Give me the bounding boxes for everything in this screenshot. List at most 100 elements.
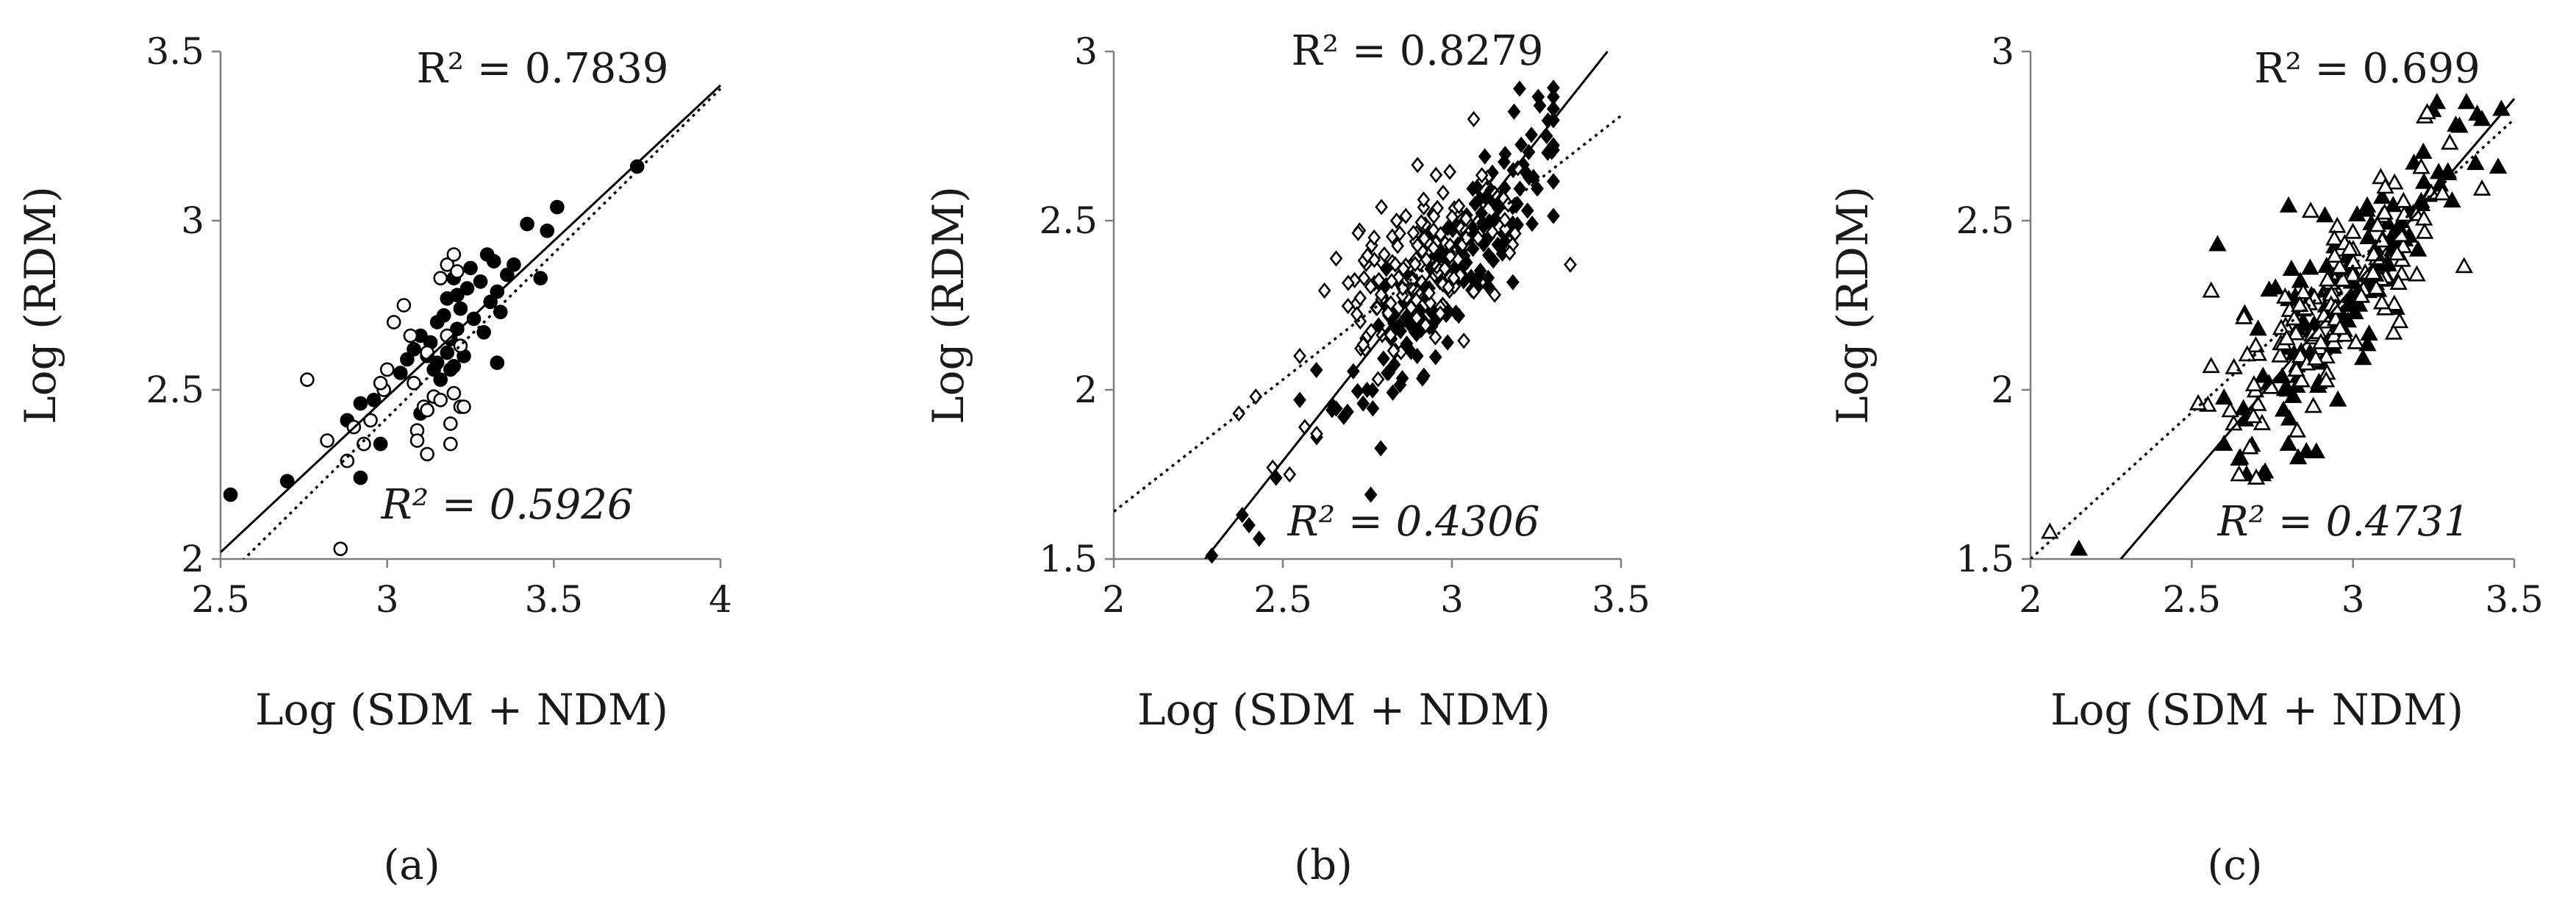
open-diamond-point [1351,224,1365,241]
open-diamond-point [1367,229,1381,246]
filled-diamond-point [1466,180,1480,197]
x-tick-label: 3.5 [1592,578,1650,621]
panel-label: (a) [383,841,440,889]
open-triangle-point [2328,216,2347,233]
open-diamond-point [1417,191,1431,208]
open-diamond-point [1457,332,1471,349]
open-triangle-point [2364,263,2383,280]
filled-circle-point [353,396,368,411]
filled-circle-point [353,470,368,485]
filled-triangle-point [2069,539,2089,556]
open-circle-point [420,446,434,462]
open-triangle-point [2202,281,2220,298]
open-triangle-point [2230,465,2248,482]
filled-diamond-point [1520,202,1534,219]
filled-diamond-point [1356,395,1370,412]
filled-diamond-point [1547,207,1560,224]
open-circle-point [320,433,334,448]
open-triangle-point [2386,173,2404,190]
open-diamond-point [1498,221,1512,238]
filled-triangle-point [2359,228,2378,245]
filled-circle-point [366,392,382,407]
open-triangle-point [2316,371,2336,388]
open-diamond-point [1438,260,1452,277]
filled-circle-point [279,474,295,489]
open-diamond-point [1410,310,1423,327]
open-diamond-point [1427,240,1440,257]
open-diamond-point [1317,282,1331,299]
filled-triangle-point [2230,448,2250,465]
filled-diamond-point [1525,216,1539,232]
open-triangle-point [2415,222,2434,239]
open-triangle-point [2301,202,2320,218]
filled-circle-point [400,352,415,367]
open-triangle-point [2304,396,2322,413]
filled-circle-point [426,362,441,377]
open-circle-point [386,315,401,330]
filled-circle-point [223,487,238,502]
filled-triangle-point [2408,240,2427,257]
x-axis-title: Log (SDM + NDM) [255,685,668,735]
filled-circle-point [500,267,515,282]
filled-circle-point [483,294,498,310]
open-triangle-point [2385,294,2404,311]
open-diamond-point [1467,283,1481,300]
filled-triangle-point [2450,116,2469,133]
open-circle-point [396,298,412,313]
open-diamond-point [1370,299,1384,316]
filled-triangle-point [2280,409,2299,426]
open-diamond-point [1409,255,1422,273]
x-tick-label: 4 [709,578,732,621]
open-diamond-point [1385,273,1398,290]
x-tick-label: 2 [1102,578,1126,621]
filled-circle-point [473,274,488,289]
filled-triangle-point [2457,93,2476,110]
filled-diamond-point [1327,398,1340,416]
filled-circle-point [629,159,645,174]
open-triangle-point [2241,438,2259,455]
filled-triangle-point [2360,324,2378,341]
open-circle-point [357,436,371,452]
filled-circle-point [393,366,408,380]
open-triangle-point [2290,296,2309,313]
open-triangle-point [2344,266,2362,282]
open-triangle-point [2418,103,2436,120]
filled-circle-point [493,305,508,320]
x-tick-label: 3.5 [2485,578,2544,621]
x-axis-title: Log (SDM + NDM) [2050,685,2464,735]
filled-triangle-point [2489,157,2508,174]
open-triangle-point [2041,522,2059,539]
filled-diamond-point [1545,143,1559,160]
open-triangle-point [2340,239,2359,256]
open-diamond-point [1437,185,1450,202]
open-diamond-point [1434,226,1448,243]
open-triangle-point [2247,336,2265,353]
x-tick-label: 2 [2019,578,2042,621]
open-triangle-point [2330,318,2349,335]
filled-diamond-point [1382,364,1396,381]
open-circle-point [453,338,468,354]
open-circle-point [446,247,462,262]
open-triangle-point [2292,371,2311,388]
open-triangle-point [2373,231,2391,248]
open-diamond-point [1423,294,1437,312]
y-tick-label: 3 [1074,30,1098,73]
filled-triangle-point [2234,399,2253,416]
open-triangle-point [2367,278,2386,295]
open-diamond-point [1511,160,1525,177]
open-triangle-point [2189,394,2208,410]
open-circle-point [379,362,395,377]
fit-line-dotted [2031,118,2516,559]
filled-diamond-point [1428,349,1442,366]
filled-triangle-point [2472,110,2491,127]
open-triangle-point [2333,270,2353,287]
fit-line-dotted [242,88,722,559]
open-triangle-point [2384,323,2403,340]
open-triangle-point [2433,184,2452,201]
open-triangle-point [2202,357,2220,374]
filled-circle-point [450,288,465,303]
filled-circle-point [433,372,448,388]
panel-label: (b) [1294,841,1353,889]
open-triangle-point [2330,257,2349,274]
open-diamond-point [1411,157,1425,174]
